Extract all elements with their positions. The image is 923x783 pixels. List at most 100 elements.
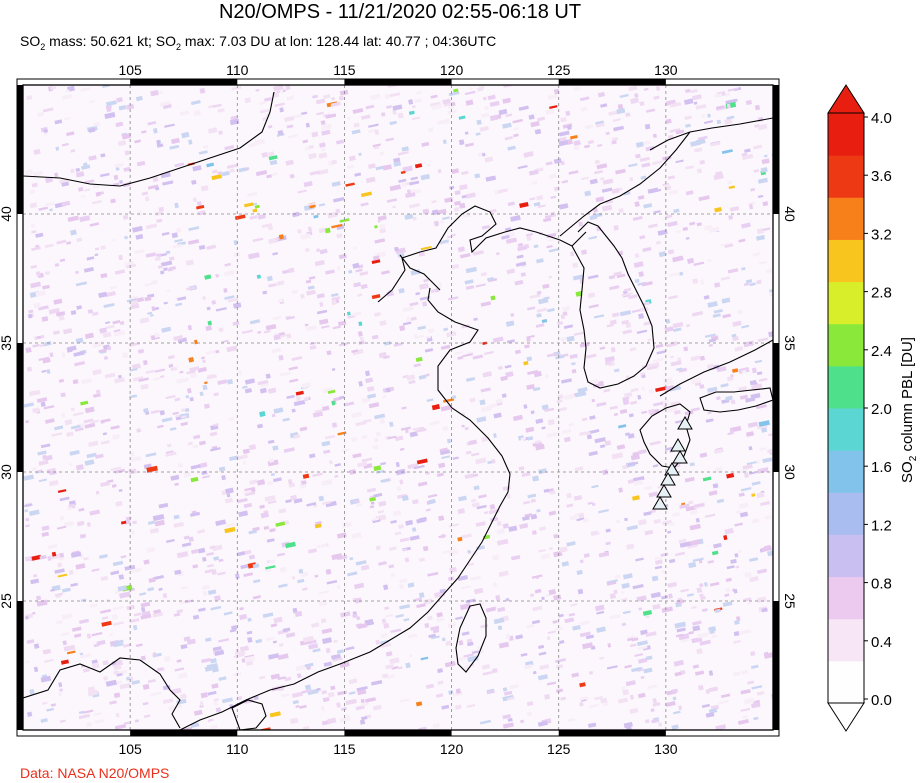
so2-pixel xyxy=(538,651,547,656)
so2-pixel xyxy=(237,454,248,460)
so2-pixel xyxy=(758,377,768,382)
so2-pixel xyxy=(638,313,645,320)
so2-mass-label: SO xyxy=(20,33,41,49)
so2-pixel xyxy=(89,603,98,608)
so2-pixel xyxy=(263,329,271,334)
so2-pixel xyxy=(214,595,221,602)
so2-pixel xyxy=(611,140,617,145)
so2-pixel xyxy=(24,509,29,513)
so2-pixel xyxy=(644,529,654,536)
so2-pixel xyxy=(320,325,330,329)
so2-pixel xyxy=(665,385,675,392)
so2-pixel xyxy=(696,138,706,145)
so2-pixel xyxy=(360,202,369,207)
so2-pixel xyxy=(582,642,594,650)
so2-pixel xyxy=(657,722,663,727)
triangle-icon xyxy=(664,462,680,476)
so2-pixel xyxy=(750,651,756,657)
so2-pixel xyxy=(579,620,590,626)
so2-pixel xyxy=(521,472,531,478)
so2-pixel xyxy=(382,355,390,360)
so2-pixel xyxy=(628,85,638,92)
so2-pixel xyxy=(724,593,730,597)
so2-pixel xyxy=(206,162,215,168)
so2-pixel xyxy=(268,283,277,288)
so2-pixel xyxy=(748,446,753,451)
so2-pixel xyxy=(729,428,734,435)
so2-pixel xyxy=(55,311,66,317)
so2-pixel xyxy=(430,288,437,294)
so2-pixel xyxy=(144,196,150,202)
so2-pixel xyxy=(568,170,579,175)
so2-pixel xyxy=(451,101,456,107)
so2-pixel xyxy=(138,377,149,383)
so2-pixel xyxy=(32,343,40,348)
so2-pixel xyxy=(28,313,33,319)
so2-max-sub: 2 xyxy=(175,41,181,52)
so2-pixel xyxy=(190,511,201,517)
so2-pixel xyxy=(445,331,457,338)
so2-pixel xyxy=(652,697,657,704)
so2-pixel xyxy=(700,595,706,601)
so2-pixel xyxy=(360,191,372,198)
so2-pixel xyxy=(634,278,640,284)
so2-pixel xyxy=(126,676,131,681)
so2-pixel xyxy=(206,306,211,311)
so2-pixel xyxy=(459,252,471,259)
so2-pixel xyxy=(515,261,527,267)
so2-pixel xyxy=(38,356,50,361)
so2-pixel xyxy=(29,509,40,517)
so2-pixel xyxy=(380,642,392,649)
so2-pixel xyxy=(749,282,756,287)
so2-pixel xyxy=(267,653,280,660)
so2-pixel xyxy=(533,201,541,207)
so2-pixel xyxy=(380,461,386,466)
so2-pixel xyxy=(143,408,149,413)
so2-pixel xyxy=(584,144,590,149)
so2-pixel xyxy=(673,659,684,667)
so2-pixel xyxy=(161,417,173,423)
so2-pixel xyxy=(316,293,325,299)
so2-pixel xyxy=(42,454,47,461)
so2-pixel xyxy=(66,347,73,353)
so2-pixel xyxy=(546,681,557,686)
so2-pixel xyxy=(26,639,35,645)
lon-tick-bottom: 130 xyxy=(654,741,678,757)
so2-pixel xyxy=(131,363,141,370)
so2-pixel xyxy=(655,240,661,245)
so2-pixel xyxy=(749,471,756,475)
colorbar-segment xyxy=(828,155,864,198)
so2-pixel xyxy=(345,646,355,651)
so2-pixel xyxy=(665,318,671,324)
so2-pixel xyxy=(155,210,164,216)
so2-pixel xyxy=(685,236,690,240)
so2-pixel xyxy=(655,386,667,393)
so2-pixel xyxy=(170,474,180,481)
so2-pixel xyxy=(571,369,577,374)
so2-pixel xyxy=(404,213,414,220)
so2-pixel xyxy=(399,583,405,590)
so2-pixel xyxy=(320,123,332,131)
so2-pixel xyxy=(703,120,714,124)
so2-pixel xyxy=(489,100,500,107)
so2-pixel xyxy=(225,522,236,528)
so2-pixel xyxy=(685,190,694,196)
so2-pixel xyxy=(152,176,159,183)
so2-pixel xyxy=(351,129,361,135)
so2-pixel xyxy=(696,587,703,594)
so2-pixel xyxy=(648,491,659,498)
so2-pixel xyxy=(669,101,682,108)
so2-pixel xyxy=(286,315,295,320)
so2-pixel xyxy=(538,644,545,650)
so2-pixel xyxy=(484,156,494,163)
so2-pixel xyxy=(622,610,631,615)
so2-pixel xyxy=(352,107,364,114)
so2-pixel xyxy=(261,223,273,229)
so2-pixel xyxy=(157,667,164,671)
so2-pixel xyxy=(160,260,173,267)
so2-pixel xyxy=(725,395,733,401)
so2-pixel xyxy=(475,521,486,527)
so2-pixel xyxy=(333,639,338,643)
so2-pixel xyxy=(129,367,138,372)
